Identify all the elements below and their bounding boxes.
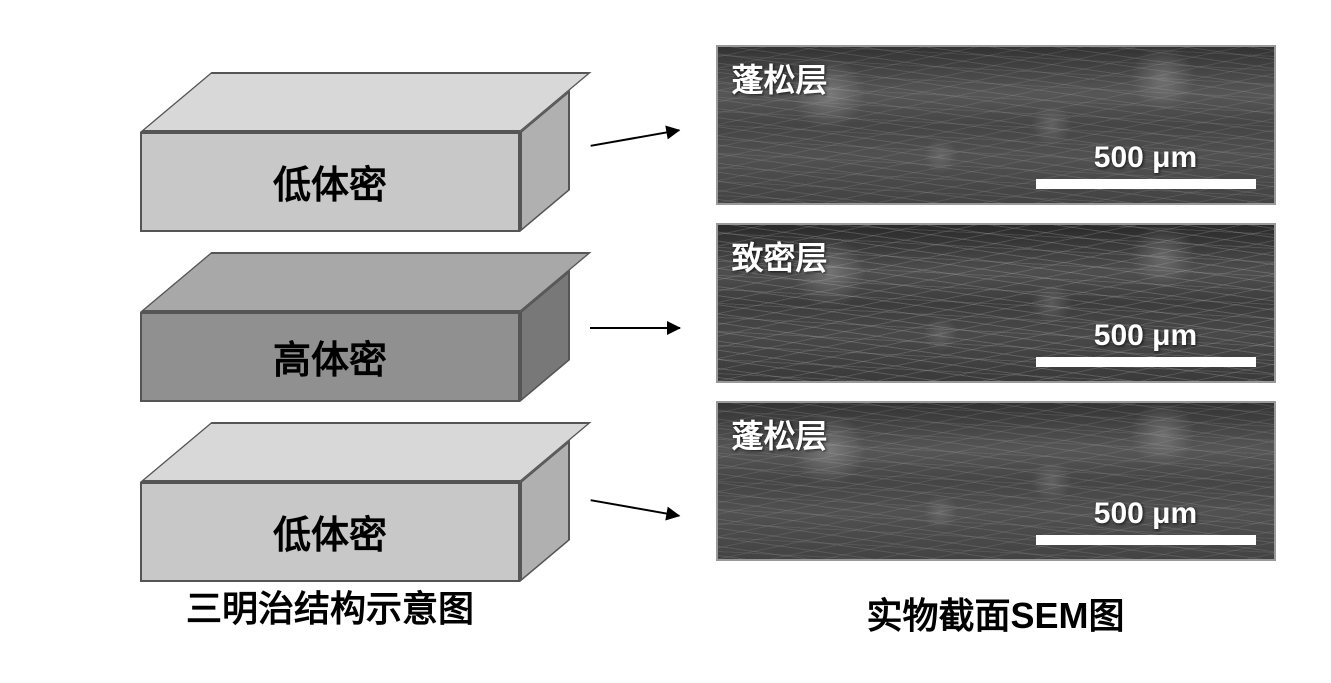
scale-line-icon xyxy=(1036,179,1256,189)
layer-bot-front: 低体密 xyxy=(140,482,520,582)
schematic-caption: 三明治结构示意图 xyxy=(186,580,474,632)
sem-image-middle: 致密层 500 μm xyxy=(716,223,1276,383)
layer-top-front: 低体密 xyxy=(140,132,520,232)
scale-line-icon xyxy=(1036,535,1256,545)
scale-bar-middle: 500 μm xyxy=(1036,319,1256,367)
sem-image-top: 蓬松层 500 μm xyxy=(716,45,1276,205)
scale-line-icon xyxy=(1036,357,1256,367)
layer-bot-label: 低体密 xyxy=(273,504,387,559)
layer-mid-topface xyxy=(140,252,592,312)
scale-bar-bottom: 500 μm xyxy=(1036,497,1256,545)
sem-label-top: 蓬松层 xyxy=(732,55,828,101)
sem-label-middle: 致密层 xyxy=(732,233,828,279)
sandwich-stack: 低体密 高体密 低体密 xyxy=(80,52,580,552)
arrow-bottom xyxy=(591,499,680,517)
sem-panel: 蓬松层 500 μm 致密层 500 μm 蓬松层 500 μm 实物 xyxy=(690,20,1301,663)
scale-text-top: 500 μm xyxy=(1094,141,1197,175)
scale-bar-top: 500 μm xyxy=(1036,141,1256,189)
figure-container: 低体密 高体密 低体密 xyxy=(0,0,1331,683)
layer-middle: 高体密 xyxy=(140,252,520,352)
sem-image-bottom: 蓬松层 500 μm xyxy=(716,401,1276,561)
layer-mid-front: 高体密 xyxy=(140,312,520,402)
layer-top-topface xyxy=(140,72,592,132)
layer-top-label: 低体密 xyxy=(273,154,387,209)
scale-text-middle: 500 μm xyxy=(1094,319,1197,353)
layer-bottom: 低体密 xyxy=(140,422,520,522)
schematic-panel: 低体密 高体密 低体密 xyxy=(30,20,630,663)
arrow-middle xyxy=(590,327,680,329)
arrow-top xyxy=(591,129,680,147)
sem-label-bottom: 蓬松层 xyxy=(732,411,828,457)
layer-bot-topface xyxy=(140,422,592,482)
layer-mid-label: 高体密 xyxy=(273,329,387,384)
layer-top: 低体密 xyxy=(140,72,520,172)
sem-caption: 实物截面SEM图 xyxy=(866,587,1124,639)
scale-text-bottom: 500 μm xyxy=(1094,497,1197,531)
